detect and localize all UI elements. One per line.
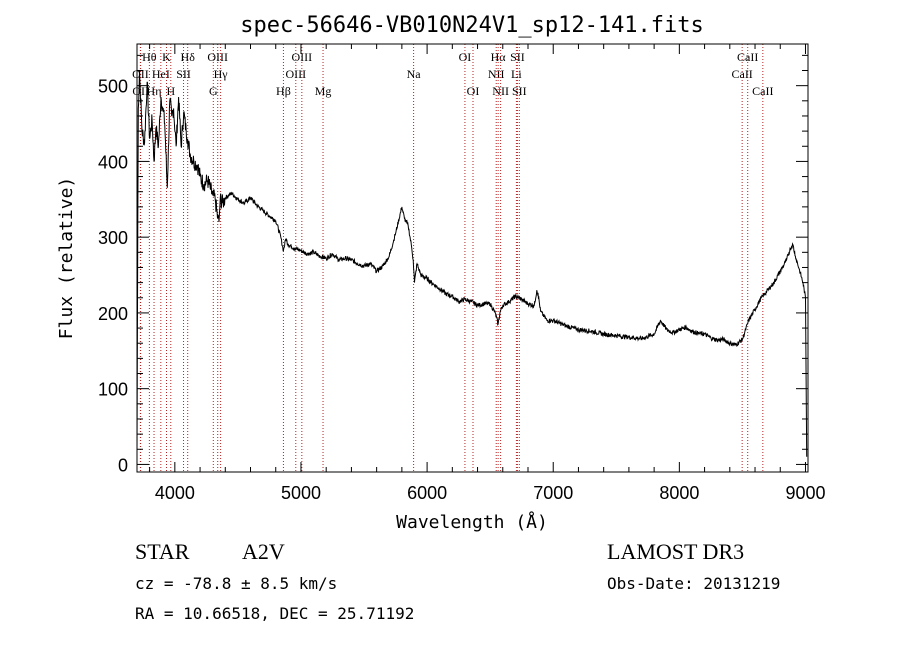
object-subclass: A2V: [242, 539, 285, 564]
line-marker-label: OIII: [207, 50, 228, 64]
y-axis-label: Flux (relative): [56, 177, 77, 340]
line-marker-label: Li: [511, 67, 522, 81]
line-marker-label: Hβ: [276, 84, 291, 98]
line-marker-label: Hη: [147, 84, 162, 98]
line-marker-label: SII: [512, 84, 527, 98]
y-tick-label: 400: [98, 152, 128, 172]
line-marker-label: HeI: [152, 67, 170, 81]
x-tick-label: 6000: [407, 483, 447, 503]
line-marker-label: CaII: [737, 50, 758, 64]
y-tick-label: 100: [98, 380, 128, 400]
object-class: STAR: [135, 539, 190, 564]
radec-text: RA = 10.66518, DEC = 25.71192: [135, 604, 414, 623]
y-tick-label: 300: [98, 228, 128, 248]
line-marker-label: OIII: [292, 50, 313, 64]
y-tick-label: 200: [98, 304, 128, 324]
line-marker-label: Mg: [315, 84, 332, 98]
spectrum-line: [136, 70, 808, 457]
y-tick-label: 0: [118, 455, 128, 475]
line-marker-label: K: [162, 50, 171, 64]
line-marker-label: Hθ: [142, 50, 157, 64]
chart-title: spec-56646-VB010N24V1_sp12-141.fits: [240, 13, 704, 38]
line-marker-label: H: [166, 84, 175, 98]
axis-ticks: 4000 5000 6000 7000 8000 9000 0 100 200 300 400 500: [98, 44, 826, 503]
x-tick-label: 8000: [659, 483, 699, 503]
survey-name: LAMOST DR3: [607, 539, 744, 564]
plot-frame: [136, 43, 809, 473]
line-marker-label: SII: [510, 50, 525, 64]
x-tick-label: 7000: [533, 483, 573, 503]
line-marker-label: OIII: [285, 67, 306, 81]
line-marker-label: Hα: [491, 50, 507, 64]
x-tick-label: 9000: [785, 483, 825, 503]
y-tick-label: 500: [98, 77, 128, 97]
line-marker-label: OI: [467, 84, 480, 98]
line-marker-group: OIIOIIHθHηHeIKHSIIHδGOIIIHγHβOIIIOIIIMgN…: [132, 44, 774, 472]
obs-date-text: Obs-Date: 20131219: [607, 574, 780, 593]
line-marker-label: Hδ: [181, 50, 196, 64]
line-marker-label: G: [209, 84, 218, 98]
x-axis-label: Wavelength (Å): [396, 511, 548, 533]
line-marker-label: OI: [459, 50, 472, 64]
line-marker-label: Hγ: [214, 67, 229, 81]
line-marker-label: Na: [407, 67, 422, 81]
line-marker-label: CaII: [731, 67, 752, 81]
line-marker-label: CaII: [752, 84, 773, 98]
x-tick-label: 4000: [155, 483, 195, 503]
line-marker-label: SII: [176, 67, 191, 81]
line-marker-label: NII: [488, 67, 505, 81]
x-tick-label: 5000: [281, 483, 321, 503]
line-marker-label: NII: [492, 84, 509, 98]
redshift-text: cz = -78.8 ± 8.5 km/s: [135, 574, 337, 593]
